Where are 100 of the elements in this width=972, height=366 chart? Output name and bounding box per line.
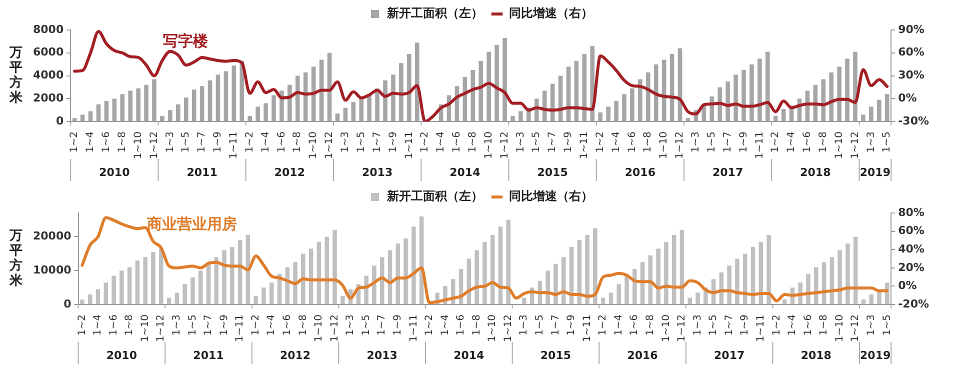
x-tick-label: 1~12	[499, 132, 510, 160]
bar	[262, 288, 266, 304]
bar	[372, 266, 376, 304]
x-tick-label: 1~9	[563, 132, 574, 153]
x-tick-label: 1~5	[187, 314, 198, 336]
x-tick-label: 1~12	[148, 132, 160, 160]
bar	[112, 276, 116, 304]
bar	[766, 235, 771, 304]
x-tick-label: 1~10	[834, 314, 846, 342]
bar	[782, 299, 787, 304]
x-tick-label: 1~8	[818, 132, 829, 153]
x-tick-label: 1~12	[329, 314, 340, 342]
x-tick-label: 1~9	[740, 314, 751, 336]
x-tick-label: 1~2	[771, 314, 782, 336]
x-tick-label: 1~4	[613, 314, 624, 336]
bar	[383, 80, 388, 122]
x-tick-label: 1~2	[250, 314, 262, 336]
bar	[734, 74, 738, 122]
bar	[168, 110, 172, 122]
bar	[554, 264, 558, 304]
bar	[494, 44, 499, 122]
bar	[324, 236, 329, 304]
x-tick-label: 1~11	[408, 314, 420, 342]
x-tick-label: 1~6	[452, 132, 463, 153]
bar	[104, 100, 109, 122]
text: 2012	[274, 166, 305, 179]
x-tick-label: 1~9	[566, 314, 578, 336]
bar	[486, 52, 491, 122]
bar	[806, 274, 810, 304]
x-tick-label: 1~6	[626, 132, 638, 153]
bar	[176, 104, 180, 122]
y-tick-label: 8000	[32, 22, 64, 36]
bar	[190, 277, 195, 304]
x-tick-label: 1~12	[674, 132, 686, 160]
text: 2010	[106, 348, 138, 362]
bar	[498, 226, 503, 304]
x-tick-label: 1~8	[292, 132, 304, 153]
bar	[837, 66, 842, 122]
bar	[182, 284, 187, 304]
x-tick-label: 1~11	[579, 132, 590, 160]
text: 2018	[800, 166, 831, 179]
bar	[151, 252, 156, 304]
x-tick-label: 1~12	[502, 314, 514, 342]
bar	[686, 118, 690, 122]
x-tick-label: 1~2	[76, 314, 88, 336]
bar	[222, 250, 226, 304]
bar	[861, 114, 866, 122]
x-tick-label: 1~4	[440, 314, 451, 336]
x-tick-label: 1~7	[372, 132, 383, 153]
bar	[821, 79, 826, 122]
x-tick-label: 1~11	[582, 314, 593, 342]
x-tick-label: 1~10	[314, 314, 325, 342]
bar	[332, 230, 337, 304]
bar	[216, 74, 220, 122]
x-tick-label: 1~3	[518, 314, 530, 336]
y2-tick-label: 0%	[898, 279, 917, 292]
y2-tick-label: 0%	[898, 92, 917, 105]
bar	[614, 100, 618, 122]
bar	[120, 270, 124, 304]
x-tick-label: 1~12	[676, 314, 688, 342]
y2-tick-label: 90%	[898, 22, 924, 36]
legend-label: 同比增速（右）	[509, 189, 593, 204]
x-tick-label: 1~5	[706, 132, 718, 153]
y-tick-label: 6000	[32, 46, 64, 59]
chart-title: 写字楼	[162, 32, 209, 50]
text: 2011	[193, 348, 224, 362]
x-tick-label: 1~3	[692, 314, 704, 336]
x-tick-label: 1~11	[754, 132, 766, 160]
x-tick-label: 1~2	[594, 132, 606, 153]
x-tick-label: 1~10	[658, 132, 670, 160]
bar	[128, 90, 133, 122]
bar	[295, 76, 300, 122]
bar	[718, 87, 722, 122]
x-tick-label: 1~9	[738, 132, 750, 153]
bar	[593, 228, 598, 304]
x-tick-label: 1~4	[787, 314, 798, 336]
x-tick-label: 1~4	[260, 132, 272, 153]
bar	[412, 226, 416, 304]
x-tick-label: 1~3	[515, 132, 526, 153]
bar	[404, 238, 408, 304]
text: 2015	[537, 166, 568, 179]
y-axis-title: 万平方米	[8, 228, 24, 289]
bar	[470, 70, 476, 122]
x-tick-label: 1~5	[531, 132, 542, 153]
legend-label: 新开工面积（左）	[386, 189, 483, 204]
bar	[80, 114, 85, 122]
bar	[224, 71, 228, 122]
legend-label: 新开工面积（左）	[386, 6, 483, 20]
x-tick-label: 1~8	[467, 132, 478, 153]
bar	[200, 86, 204, 122]
bar	[696, 292, 700, 304]
x-tick-label: 1~3	[345, 314, 356, 336]
bar	[656, 248, 660, 304]
bar	[80, 299, 84, 304]
x-tick-label: 1~10	[132, 132, 144, 160]
x-tick-label: 1~2	[244, 132, 256, 153]
chart-title: 商业营业用房	[146, 214, 238, 233]
bar	[335, 114, 340, 122]
x-tick-label: 1~12	[324, 132, 336, 160]
x-tick-label: 1~4	[610, 132, 622, 153]
